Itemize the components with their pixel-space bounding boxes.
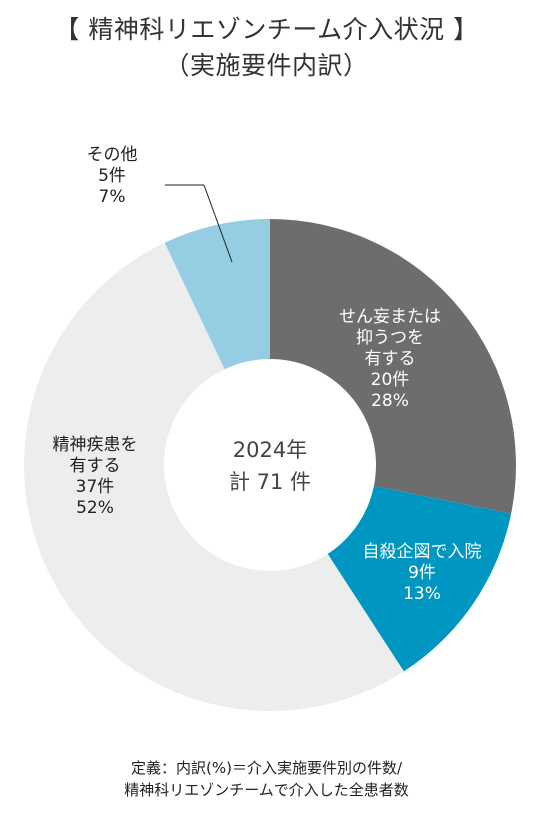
- label-suicide-attempt-percent: 13%: [403, 584, 441, 604]
- slice-labels-group: せん妄または抑うつを有する20件28%自殺企図で入院9件13%精神疾患を有する3…: [53, 145, 482, 604]
- label-delirium-depression-category: 抑うつを: [356, 328, 424, 348]
- label-delirium-depression-category: せん妄または: [339, 307, 441, 327]
- label-mental-disorder-category: 有する: [70, 456, 121, 476]
- label-delirium-depression-category: 有する: [365, 349, 416, 369]
- chart-title: 【 精神科リエゾンチーム介入状況 】: [54, 15, 479, 44]
- center-total: 計 71 件: [229, 470, 311, 494]
- label-delirium-depression-percent: 28%: [371, 391, 409, 411]
- label-mental-disorder-count: 37件: [76, 477, 115, 497]
- label-other-percent: 7%: [99, 187, 126, 207]
- other-leader-line-diagonal: [203, 184, 233, 263]
- label-suicide-attempt-category: 自殺企図で入院: [363, 542, 482, 562]
- footer-definition-line2: 精神科リエゾンチームで介入した全患者数: [124, 781, 409, 799]
- center-year: 2024年: [233, 438, 307, 462]
- label-mental-disorder-category: 精神疾患を: [53, 435, 138, 455]
- label-delirium-depression-count: 20件: [371, 370, 410, 390]
- label-other-category: その他: [87, 145, 138, 165]
- donut-hole: [164, 359, 376, 571]
- label-mental-disorder-percent: 52%: [76, 498, 114, 518]
- chart-subtitle: （実施要件内訳）: [164, 51, 369, 80]
- label-other-count: 5件: [98, 166, 126, 186]
- label-suicide-attempt-count: 9件: [408, 563, 436, 583]
- footer-definition-line1: 定義：内訳(%)＝介入実施要件別の件数/: [130, 759, 402, 777]
